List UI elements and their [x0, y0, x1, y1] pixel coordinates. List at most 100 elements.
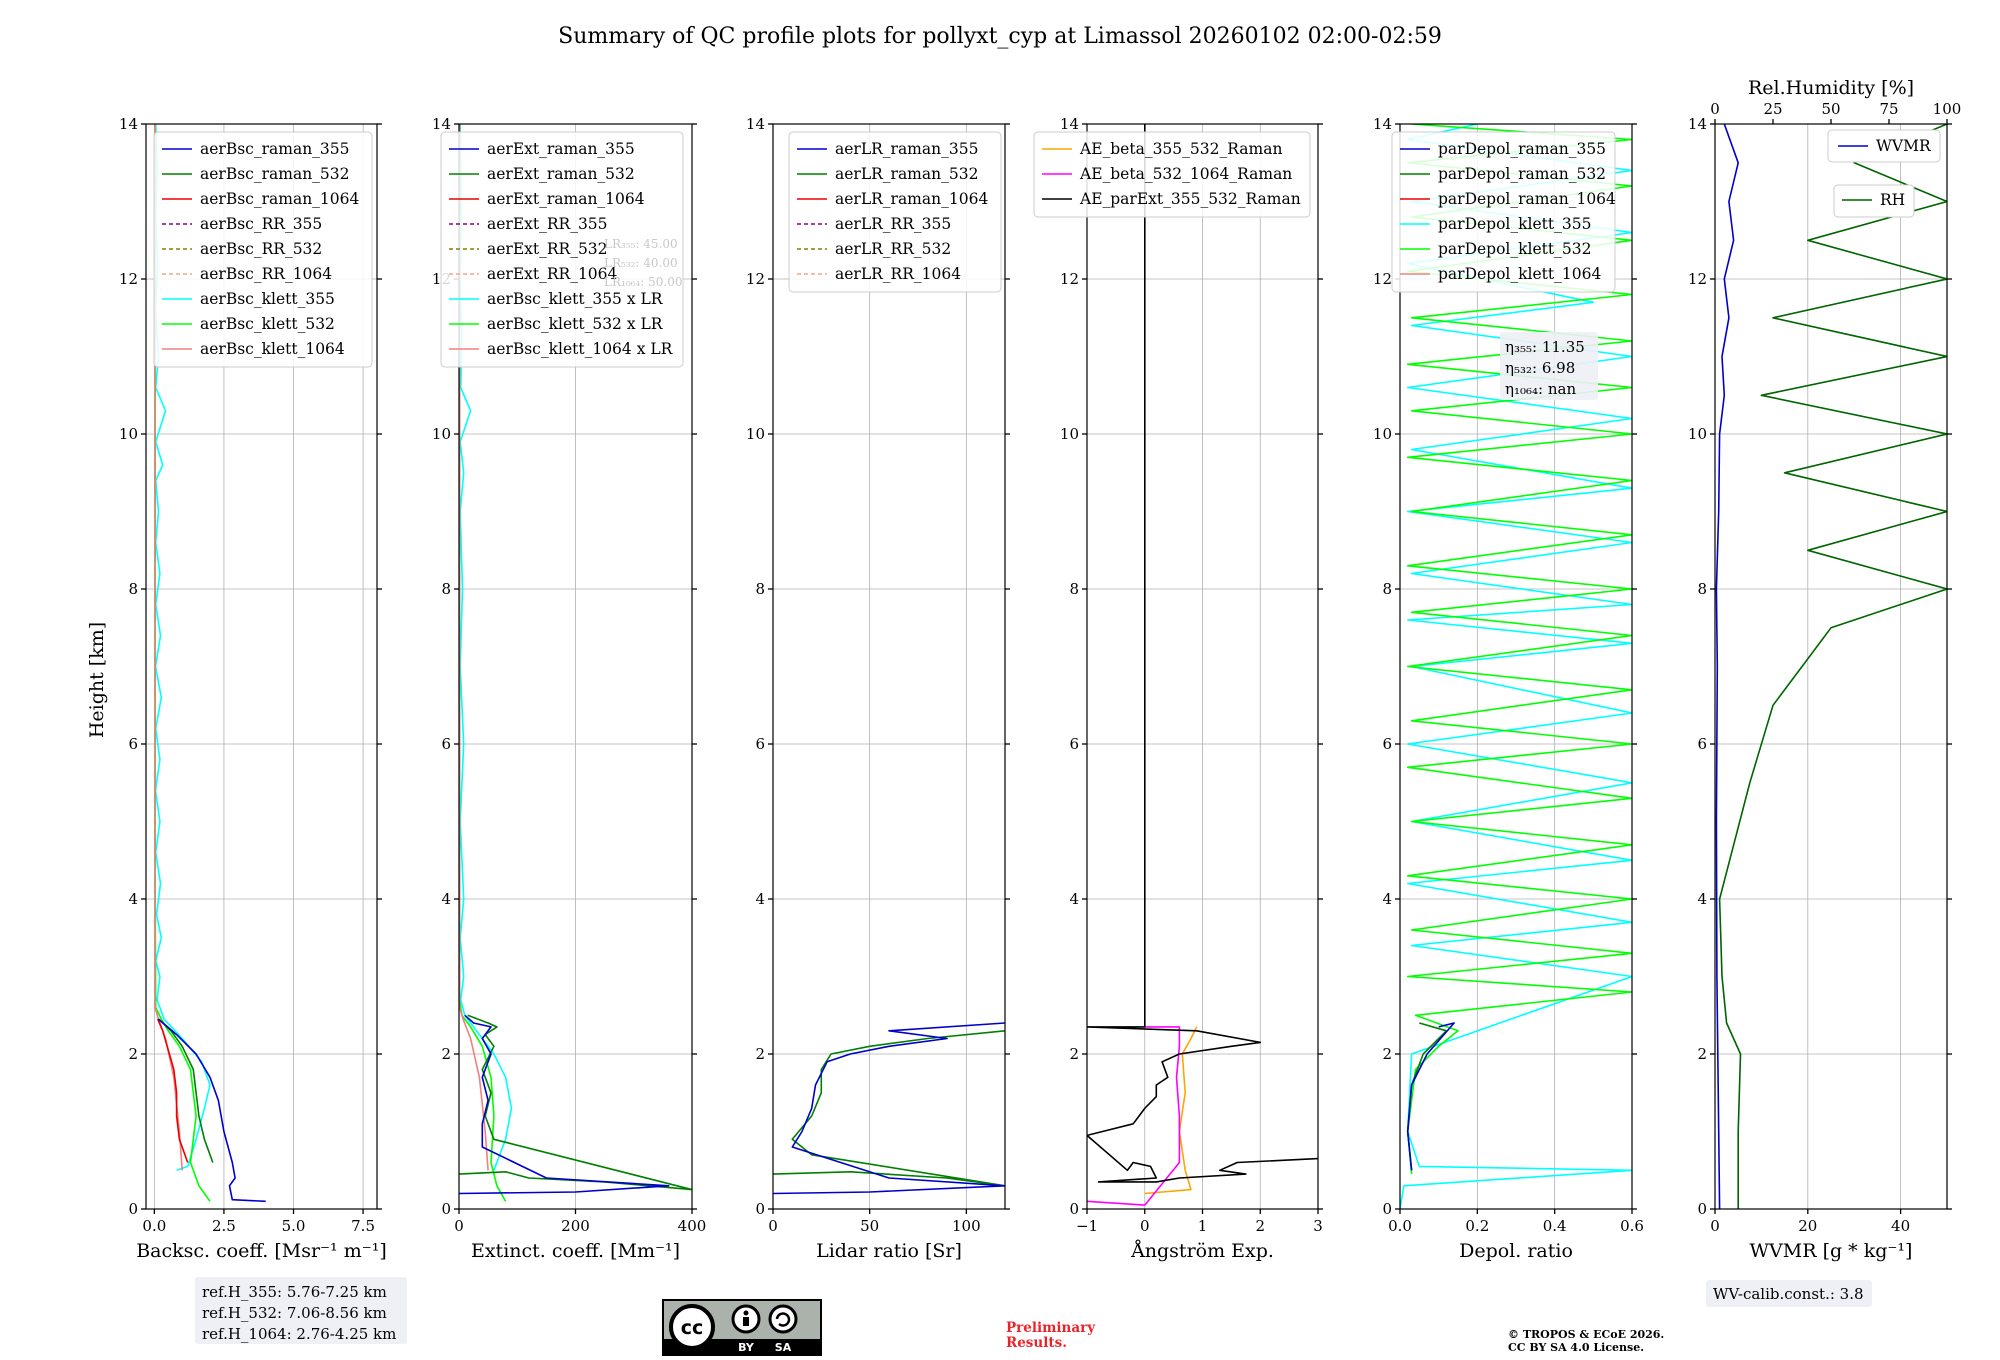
depol-ytick-label: 12 — [1373, 270, 1392, 288]
depol-ytick-label: 14 — [1373, 115, 1392, 133]
bsc-ytick-label: 14 — [119, 115, 138, 133]
wv-ytick-label: 4 — [1697, 890, 1707, 908]
bsc-xtick-label: 5.0 — [282, 1217, 306, 1235]
wv-legend-wvmr: WVMR — [1827, 129, 1941, 163]
lr-legend-label: aerLR_RR_532 — [835, 240, 951, 258]
bsc-legend-box — [153, 131, 373, 368]
ae-ytick-label: 0 — [1069, 1200, 1079, 1218]
panel-depol: 0 2 4 6 8 10 12 14 0.0 0.2 0.4 0.6 Depol. ratio parDe… — [1373, 115, 1644, 1262]
series-parDepol_raman_355 — [1406, 1022, 1455, 1171]
ext-ytick-label: 10 — [432, 425, 451, 443]
bsc-ytick-label: 2 — [128, 1045, 138, 1063]
ae-xlabel: Ångström Exp. — [1130, 1240, 1274, 1262]
lr-xtick-label: 100 — [952, 1217, 981, 1235]
ext-legend-label: aerBsc_klett_1064 x LR — [487, 340, 674, 358]
ae-legend-label: AE_parExt_355_532_Raman — [1079, 190, 1301, 208]
wv-x2tick-label: 75 — [1879, 100, 1898, 118]
depol-legend: parDepol_raman_355 parDepol_raman_532 parD… — [1391, 131, 1616, 293]
wv-ytick-label: 8 — [1697, 580, 1707, 598]
attribution-icon-head — [743, 1310, 749, 1316]
ext-ytick-label: 14 — [432, 115, 451, 133]
wv-x2tick-label: 50 — [1821, 100, 1840, 118]
bsc-legend-label: aerBsc_klett_532 — [200, 315, 335, 333]
ext-ytick-label: 0 — [441, 1200, 451, 1218]
wv-xlabel: WVMR [g * kg⁻¹] — [1750, 1240, 1913, 1262]
license-by-label: BY — [738, 1341, 755, 1354]
ae-xtick-label: 0 — [1140, 1217, 1150, 1235]
lr-ytick-label: 0 — [755, 1200, 765, 1218]
lr-ytick-label: 10 — [746, 425, 765, 443]
depol-xtick-label: 0.6 — [1620, 1217, 1644, 1235]
lr-series-group — [773, 1022, 1005, 1195]
bsc-xtick-label: 7.5 — [351, 1217, 375, 1235]
ext-legend-label: aerExt_raman_532 — [487, 165, 635, 183]
wv-ytick-label: 14 — [1688, 115, 1707, 133]
ae-ytick-label: 14 — [1060, 115, 1079, 133]
depol-xtick-label: 0.4 — [1543, 1217, 1567, 1235]
panel-bsc: 0 2 4 6 8 10 12 14 0.0 2.5 5.0 7.5 Backsc. coeff. [M… — [119, 115, 387, 1262]
bsc-ytick-label: 4 — [128, 890, 138, 908]
lr-legend-label: aerLR_RR_355 — [835, 215, 951, 233]
bsc-xtick-label: 2.5 — [212, 1217, 236, 1235]
lr-ytick-label: 4 — [755, 890, 765, 908]
series-aerBsc_raman_1064 — [156, 1018, 189, 1163]
ae-ytick-label: 8 — [1069, 580, 1079, 598]
lr-xtick-label: 0 — [768, 1217, 778, 1235]
bsc-ytick-label: 6 — [128, 735, 138, 753]
series-aerBsc_raman_355 — [157, 1018, 266, 1203]
lr-legend: aerLR_raman_355 aerLR_raman_532 aerLR_rama… — [788, 131, 1002, 293]
bsc-legend: aerBsc_raman_355 aerBsc_raman_532 aerBsc_r… — [153, 131, 373, 368]
series-aerBsc_klett_1064 x LR — [459, 124, 489, 1171]
depol-legend-label: parDepol_klett_355 — [1438, 215, 1591, 233]
bsc-xlabel: Backsc. coeff. [Msr⁻¹ m⁻¹] — [136, 1240, 387, 1262]
wv-calib-box: WV-calib.const.: 3.8 — [1706, 1280, 1872, 1307]
ae-xtick-label: 3 — [1313, 1217, 1323, 1235]
bsc-ytick-label: 12 — [119, 270, 138, 288]
wv-legend-rh-label: RH — [1880, 191, 1905, 209]
wv-xtick-label: 40 — [1891, 1217, 1910, 1235]
series-aerExt_raman_355 — [459, 1014, 670, 1195]
bsc-series-group — [154, 124, 266, 1203]
lr-legend-box — [788, 131, 1002, 293]
lr-ytick-label: 12 — [746, 270, 765, 288]
ext-legend-box — [440, 131, 684, 368]
lr-legend-label: aerLR_raman_1064 — [835, 190, 988, 208]
wv-legend-wvmr-label: WVMR — [1876, 137, 1932, 155]
ref-height-355: ref.H_355: 5.76-7.25 km — [202, 1283, 387, 1301]
depol-xtick-label: 0.0 — [1388, 1217, 1412, 1235]
ext-lr-note: LR₁₀₆₄: 50.00 — [604, 275, 682, 289]
share-alike-icon-arrow — [775, 1312, 791, 1327]
ext-xtick-label: 200 — [561, 1217, 590, 1235]
wv-x2tick-label: 25 — [1763, 100, 1782, 118]
lr-legend-label: aerLR_raman_532 — [835, 165, 978, 183]
depol-frame — [1399, 123, 1633, 1210]
ext-legend-label: aerExt_RR_532 — [487, 240, 608, 258]
ae-series-group — [1087, 124, 1318, 1206]
wv-calib-background — [1706, 1280, 1872, 1307]
depol-eta-text: η₃₅₅: 11.35 — [1505, 338, 1585, 356]
wv-ytick-label: 12 — [1688, 270, 1707, 288]
cc-logo-icon — [669, 1304, 715, 1350]
ext-lr-note: LR₃₅₅: 45.00 — [604, 237, 678, 251]
license-sa-label: SA — [775, 1341, 792, 1354]
wv-xtick-label: 0 — [1710, 1217, 1720, 1235]
bsc-legend-label: aerBsc_RR_355 — [200, 215, 322, 233]
wv-ytick-label: 0 — [1697, 1200, 1707, 1218]
wv-x2tick-label: 100 — [1933, 100, 1962, 118]
wv-xtick-label: 20 — [1798, 1217, 1817, 1235]
ae-ytick-label: 6 — [1069, 735, 1079, 753]
wv-ytick-label: 10 — [1688, 425, 1707, 443]
depol-ytick-label: 8 — [1382, 580, 1392, 598]
wv-ytick-label: 2 — [1697, 1045, 1707, 1063]
ae-ytick-label: 4 — [1069, 890, 1079, 908]
copyright-line-1: © TROPOS & ECoE 2026. — [1508, 1328, 1664, 1341]
figure-title: Summary of QC profile plots for pollyxt_… — [558, 24, 1442, 49]
depol-eta-text: η₁₀₆₄: nan — [1505, 380, 1576, 398]
wv-legend-wvmr-box — [1827, 129, 1941, 163]
ext-ytick-label: 6 — [441, 735, 451, 753]
lr-xtick-label: 50 — [860, 1217, 879, 1235]
depol-ytick-label: 10 — [1373, 425, 1392, 443]
ae-ytick-label: 2 — [1069, 1045, 1079, 1063]
ae-xtick-label: 1 — [1198, 1217, 1208, 1235]
